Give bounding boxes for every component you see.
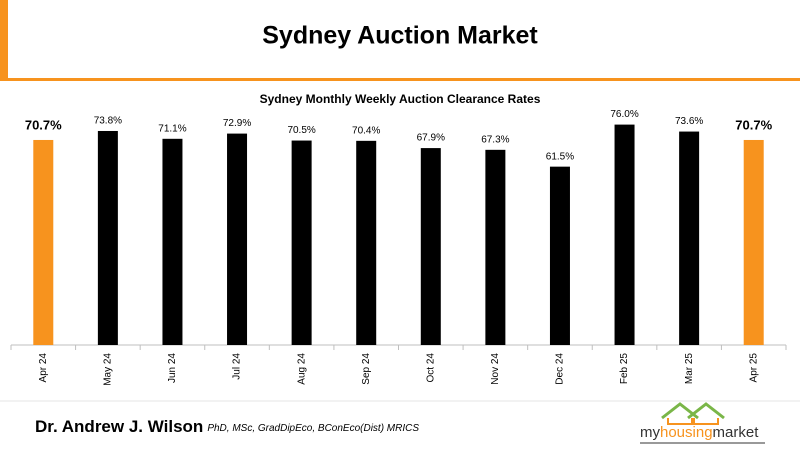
logo-roof: [661, 402, 725, 420]
data-label: 67.3%: [481, 134, 509, 145]
data-label: 70.7%: [25, 117, 62, 132]
bar: [97, 130, 118, 345]
data-label: 73.8%: [94, 116, 122, 127]
x-tick-label: Nov 24: [490, 353, 501, 385]
credentials: PhD, MSc, GradDipEco, BConEco(Dist) MRIC…: [207, 423, 419, 434]
x-tick-label: Mar 25: [684, 353, 695, 385]
data-label: 67.9%: [417, 133, 445, 144]
logo: myhousingmarket: [640, 402, 765, 444]
logo-market: market: [713, 424, 760, 441]
x-tick-label: Jul 24: [232, 353, 243, 380]
x-tick-label: Apr 25: [748, 353, 759, 383]
accent-bar: [0, 0, 8, 80]
x-tick-label: Feb 25: [619, 353, 630, 385]
bar: [227, 133, 248, 345]
x-tick-label: Sep 24: [361, 353, 372, 385]
logo-house: [667, 418, 719, 425]
logo-my: my: [640, 424, 660, 441]
logo-housing: housing: [660, 424, 713, 441]
x-tick-label: Jun 24: [167, 353, 178, 383]
bar: [485, 149, 506, 345]
x-tick-label: Dec 24: [555, 353, 566, 385]
bar: [356, 140, 377, 345]
data-label: 73.6%: [675, 116, 703, 127]
bar: [679, 131, 700, 345]
data-label: 72.9%: [223, 118, 251, 129]
bar: [33, 139, 54, 345]
bar: [743, 139, 764, 345]
chart-title: Sydney Monthly Weekly Auction Clearance …: [260, 92, 541, 106]
x-tick-label: Aug 24: [296, 353, 307, 385]
data-label: 70.5%: [287, 125, 315, 136]
accent-line: [0, 78, 800, 81]
x-tick-label: Oct 24: [425, 353, 436, 383]
bar: [291, 140, 312, 345]
author-name: Dr. Andrew J. Wilson: [35, 417, 203, 436]
data-label: 70.4%: [352, 125, 380, 136]
logo-text: myhousingmarket: [640, 424, 759, 441]
author: Dr. Andrew J. Wilson PhD, MSc, GradDipEco…: [35, 417, 419, 436]
data-label: 76.0%: [610, 109, 638, 120]
x-tick-label: Apr 24: [38, 353, 49, 383]
slide-title: Sydney Auction Market: [262, 22, 538, 50]
bar: [614, 124, 635, 345]
bar: [162, 138, 183, 345]
x-tick-label: May 24: [103, 353, 114, 386]
data-label: 71.1%: [158, 123, 186, 134]
bar: [420, 148, 441, 345]
data-label: 61.5%: [546, 151, 574, 162]
data-label: 70.7%: [735, 117, 772, 132]
bar: [549, 166, 570, 345]
